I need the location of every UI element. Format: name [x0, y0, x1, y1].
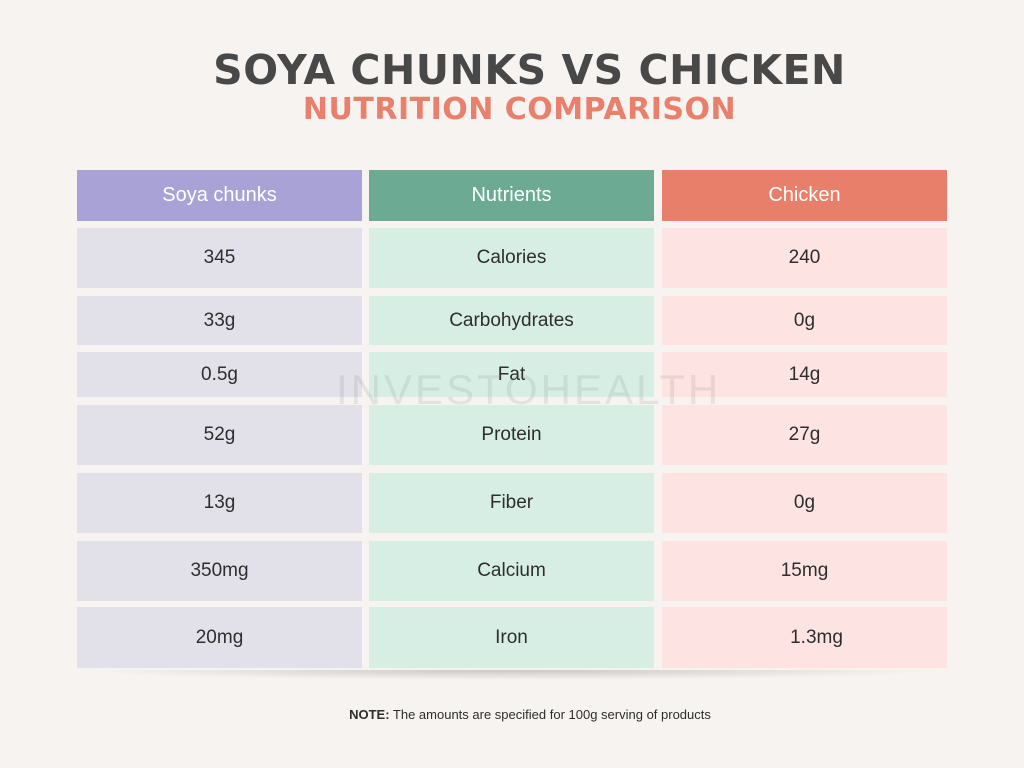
chicken-calcium-cell: 15mg	[662, 541, 947, 601]
page-title: SOYA CHUNKS VS CHICKEN	[213, 46, 846, 94]
chicken-carbohydrates-cell: 0g	[662, 296, 947, 345]
soya-iron-cell: 20mg	[77, 607, 362, 668]
header-nutrients: Nutrients	[369, 170, 654, 221]
page-subtitle: NUTRITION COMPARISON	[302, 92, 737, 127]
chicken-protein-cell: 27g	[662, 405, 947, 465]
nutrient-iron-cell: Iron	[369, 607, 654, 668]
chicken-fiber-cell: 0g	[662, 473, 947, 533]
soya-fiber-cell: 13g	[77, 473, 362, 533]
chicken-calories-cell: 240	[662, 228, 947, 288]
chicken-fat-cell: 14g	[662, 352, 947, 397]
nutrient-calories-cell: Calories	[369, 228, 654, 288]
note-text: The amounts are specified for 100g servi…	[389, 707, 711, 722]
soya-protein-cell: 52g	[77, 405, 362, 465]
nutrient-carbohydrates-cell: Carbohydrates	[369, 296, 654, 345]
soya-carbohydrates-cell: 33g	[77, 296, 362, 345]
note-label: NOTE:	[349, 707, 390, 722]
nutrient-fat-cell: Fat	[369, 352, 654, 397]
header-soya-chunks: Soya chunks	[77, 170, 362, 221]
nutrient-calcium-cell: Calcium	[369, 541, 654, 601]
nutrient-protein-cell: Protein	[369, 405, 654, 465]
soya-calories-cell: 345	[77, 228, 362, 288]
chicken-iron-cell: 1.3mg	[662, 607, 947, 668]
table-shadow	[80, 670, 946, 680]
header-chicken: Chicken	[662, 170, 947, 221]
soya-fat-cell: 0.5g	[77, 352, 362, 397]
nutrient-fiber-cell: Fiber	[369, 473, 654, 533]
soya-calcium-cell: 350mg	[77, 541, 362, 601]
footnote: NOTE: The amounts are specified for 100g…	[0, 707, 1024, 722]
